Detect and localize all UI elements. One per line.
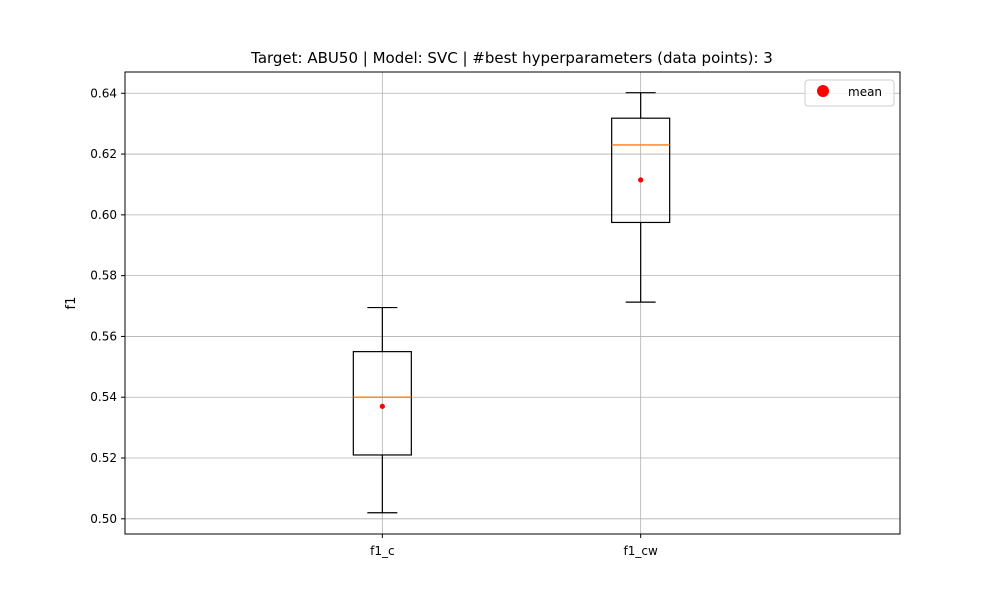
y-tick-label: 0.56 <box>90 329 117 343</box>
legend-frame <box>804 79 895 107</box>
y-tick-label: 0.62 <box>90 147 117 161</box>
y-axis: 0.50 0.52 0.54 0.56 0.58 0.60 0.62 0.64 <box>90 86 125 526</box>
y-tick-label: 0.54 <box>90 390 117 404</box>
mean-point <box>379 403 385 409</box>
y-tick-label: 0.58 <box>90 269 117 283</box>
iqr-box <box>352 351 412 456</box>
boxes <box>352 92 671 514</box>
y-tick-label: 0.50 <box>90 512 117 526</box>
x-tick-label: f1_c <box>370 544 394 558</box>
x-tick-label: f1_cw <box>624 544 658 558</box>
iqr-box <box>611 117 671 224</box>
legend: mean <box>804 79 895 107</box>
plot-frame <box>124 71 901 535</box>
x-axis: f1_c f1_cw <box>370 534 658 558</box>
legend-entry-mean: mean <box>848 85 882 99</box>
chart-title: Target: ABU50 | Model: SVC | #best hyper… <box>250 49 773 67</box>
legend-mean-marker <box>817 85 829 97</box>
box-f1_c <box>352 306 412 514</box>
grid <box>125 72 900 534</box>
mean-point <box>638 177 644 183</box>
y-tick-label: 0.52 <box>90 451 117 465</box>
y-tick-label: 0.64 <box>90 86 117 100</box>
y-tick-label: 0.60 <box>90 208 117 222</box>
box-f1_cw <box>611 92 671 303</box>
y-axis-label: f1 <box>64 297 79 310</box>
